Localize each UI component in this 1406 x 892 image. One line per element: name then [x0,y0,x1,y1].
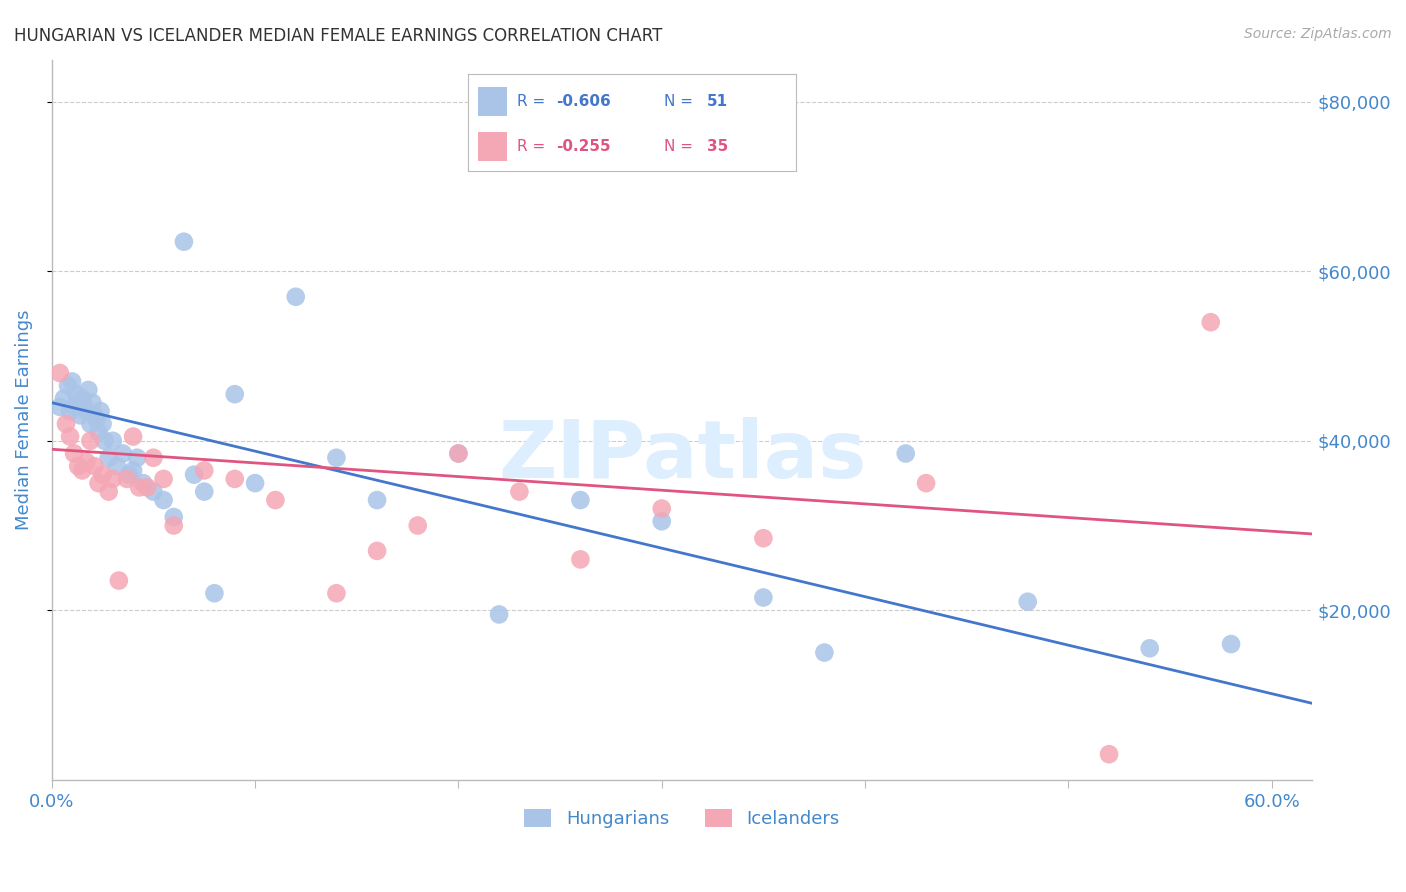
Point [75,455,97,469]
Point [90,404,112,418]
Point [87,425,110,440]
Point [86,412,108,426]
Point [77,383,100,397]
Point [651,501,673,516]
Point [122,463,145,477]
Point [83,459,105,474]
Point [52,392,75,406]
Point [1220,637,1243,651]
Point [264,493,287,508]
Point [67,459,90,474]
Point [224,387,246,401]
Point [447,446,470,460]
Point [569,552,592,566]
Point [79,434,101,448]
Text: ZIPatlas: ZIPatlas [498,417,866,494]
Point [1199,315,1222,329]
Point [49,366,72,380]
Point [224,472,246,486]
Point [202,586,225,600]
Point [83,409,105,423]
Point [284,290,307,304]
Point [651,514,673,528]
Point [59,404,82,418]
Point [152,472,174,486]
Point [127,450,149,465]
Point [97,484,120,499]
Point [163,518,186,533]
Point [55,417,77,431]
Point [118,467,141,482]
Point [63,446,86,460]
Point [63,400,86,414]
Point [1017,595,1039,609]
Point [406,518,429,533]
Point [366,544,388,558]
Point [101,434,124,448]
Point [70,392,93,406]
Point [752,591,775,605]
Point [193,484,215,499]
Point [69,409,91,423]
Point [56,378,79,392]
Point [49,400,72,414]
Point [105,459,128,474]
Point [142,450,165,465]
Point [813,646,835,660]
Point [75,404,97,418]
Text: Source: ZipAtlas.com: Source: ZipAtlas.com [1244,27,1392,41]
Legend: Hungarians, Icelanders: Hungarians, Icelanders [517,802,848,836]
Point [752,531,775,545]
Point [915,476,938,491]
Point [488,607,510,622]
Point [569,493,592,508]
Point [132,476,155,491]
Point [65,387,87,401]
Point [128,480,150,494]
Point [325,586,347,600]
Point [111,446,134,460]
Point [87,476,110,491]
Point [73,400,96,414]
Point [142,484,165,499]
Point [115,472,138,486]
Point [243,476,266,491]
Point [894,446,917,460]
Point [101,472,124,486]
Point [183,467,205,482]
Point [70,463,93,477]
Point [447,446,470,460]
Point [122,429,145,443]
Point [67,395,90,409]
Point [325,450,347,465]
Point [1098,747,1121,762]
Point [59,429,82,443]
Point [193,463,215,477]
Point [60,375,83,389]
Point [366,493,388,508]
Point [97,450,120,465]
Y-axis label: Median Female Earnings: Median Female Earnings [15,310,32,530]
Point [82,395,104,409]
Point [152,493,174,508]
Point [508,484,530,499]
Point [91,467,114,482]
Point [108,574,131,588]
Point [136,480,159,494]
Point [1139,641,1161,656]
Point [173,235,195,249]
Point [91,417,114,431]
Point [79,417,101,431]
Point [93,434,115,448]
Point [163,510,186,524]
Text: HUNGARIAN VS ICELANDER MEDIAN FEMALE EARNINGS CORRELATION CHART: HUNGARIAN VS ICELANDER MEDIAN FEMALE EAR… [14,27,662,45]
